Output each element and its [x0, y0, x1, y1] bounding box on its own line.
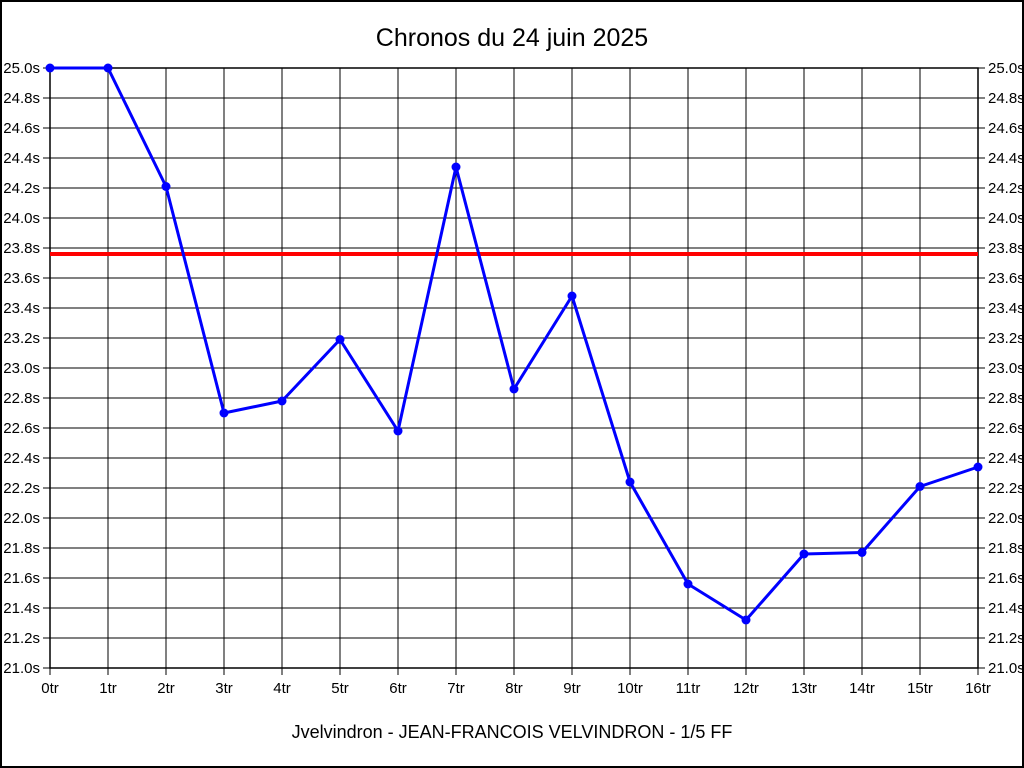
- y-tick-label-right: 22.8s: [988, 390, 1024, 407]
- x-tick-label: 11tr: [676, 680, 701, 697]
- x-tick-label: 12tr: [733, 680, 759, 697]
- y-tick-label-left: 23.0s: [3, 360, 40, 377]
- data-point-7tr: [451, 162, 461, 172]
- data-point-6tr: [393, 426, 403, 436]
- y-tick-label-right: 24.8s: [988, 90, 1024, 107]
- plot-frame: [49, 67, 979, 669]
- data-point-4tr: [277, 396, 287, 406]
- y-tick-label-right: 21.2s: [988, 630, 1024, 647]
- y-tick-label-right: 23.8s: [988, 240, 1024, 257]
- y-tick-label-left: 22.8s: [3, 390, 40, 407]
- data-point-1tr: [103, 63, 113, 73]
- y-tick-label-right: 23.4s: [988, 300, 1024, 317]
- y-tick-label-right: 23.2s: [988, 330, 1024, 347]
- y-tick-label-left: 21.4s: [3, 600, 40, 617]
- y-tick-label-left: 22.4s: [3, 450, 40, 467]
- x-tick-label: 1tr: [99, 680, 117, 697]
- y-tick-label-right: 21.6s: [988, 570, 1024, 587]
- x-tick-label: 7tr: [447, 680, 465, 697]
- x-tick-label: 13tr: [791, 680, 817, 697]
- y-tick-label-left: 24.4s: [3, 150, 40, 167]
- y-tick-label-left: 24.2s: [3, 180, 40, 197]
- data-point-5tr: [335, 335, 345, 344]
- y-tick-label-left: 21.8s: [3, 540, 40, 557]
- x-tick-label: 9tr: [563, 680, 581, 697]
- data-point-3tr: [219, 408, 229, 418]
- y-tick-label-right: 22.6s: [988, 420, 1024, 437]
- data-point-10tr: [625, 477, 635, 487]
- data-point-14tr: [857, 548, 867, 557]
- x-tick-label: 15tr: [907, 680, 933, 697]
- y-tick-label-left: 23.6s: [3, 270, 40, 287]
- y-tick-label-left: 24.6s: [3, 120, 40, 137]
- data-point-15tr: [915, 482, 925, 491]
- y-tick-label-left: 23.4s: [3, 300, 40, 317]
- y-tick-label-left: 23.2s: [3, 330, 40, 347]
- x-tick-label: 5tr: [331, 680, 349, 697]
- y-tick-label-right: 24.2s: [988, 180, 1024, 197]
- data-point-8tr: [509, 384, 519, 394]
- y-tick-label-right: 22.2s: [988, 480, 1024, 497]
- x-tick-label: 8tr: [505, 680, 523, 697]
- data-point-12tr: [741, 615, 751, 625]
- y-tick-label-left: 22.0s: [3, 510, 40, 527]
- y-tick-label-right: 23.6s: [988, 270, 1024, 287]
- x-tick-label: 6tr: [389, 680, 407, 697]
- y-tick-label-left: 22.6s: [3, 420, 40, 437]
- x-tick-label: 16tr: [965, 680, 991, 697]
- chart-title: Chronos du 24 juin 2025: [375, 24, 649, 52]
- y-tick-label-left: 24.0s: [3, 210, 40, 227]
- data-point-11tr: [683, 579, 693, 589]
- data-point-9tr: [567, 291, 577, 301]
- y-tick-label-left: 21.0s: [3, 660, 40, 677]
- x-tick-label: 0tr: [41, 680, 59, 697]
- y-tick-label-right: 24.4s: [988, 150, 1024, 167]
- chart-caption: Jvelvindron - JEAN-FRANCOIS VELVINDRON -…: [291, 722, 733, 742]
- y-tick-label-right: 21.4s: [988, 600, 1024, 617]
- y-tick-label-right: 24.0s: [988, 210, 1024, 227]
- y-tick-label-right: 22.4s: [988, 450, 1024, 467]
- y-tick-label-left: 21.2s: [3, 630, 40, 647]
- y-tick-label-right: 21.0s: [988, 660, 1024, 677]
- x-tick-label: 2tr: [157, 680, 175, 697]
- data-point-0tr: [45, 63, 55, 73]
- y-tick-label-left: 23.8s: [3, 240, 40, 257]
- x-tick-label: 4tr: [273, 680, 291, 697]
- y-tick-label-left: 25.0s: [3, 60, 40, 77]
- y-tick-label-left: 21.6s: [3, 570, 40, 587]
- y-tick-label-right: 22.0s: [988, 510, 1024, 527]
- y-tick-label-right: 24.6s: [988, 120, 1024, 137]
- x-tick-label: 3tr: [215, 680, 233, 697]
- y-tick-label-right: 25.0s: [988, 60, 1024, 77]
- y-tick-label-left: 22.2s: [3, 480, 40, 497]
- data-point-13tr: [799, 549, 809, 559]
- data-point-2tr: [161, 182, 171, 191]
- y-tick-label-right: 21.8s: [988, 540, 1024, 557]
- x-tick-label: 10tr: [617, 680, 643, 697]
- y-tick-label-left: 24.8s: [3, 90, 40, 107]
- y-tick-label-right: 23.0s: [988, 360, 1024, 377]
- x-tick-label: 14tr: [849, 680, 875, 697]
- data-point-16tr: [973, 462, 983, 472]
